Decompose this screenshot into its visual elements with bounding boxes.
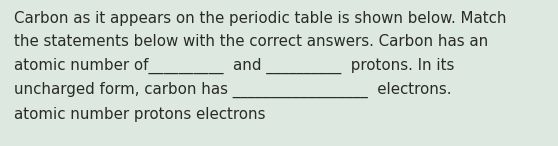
Text: atomic number of__________  and __________  protons. In its: atomic number of__________ and _________… [14,58,454,74]
Text: uncharged form, carbon has __________________  electrons.: uncharged form, carbon has _____________… [14,82,451,98]
Text: Carbon as it appears on the periodic table is shown below. Match: Carbon as it appears on the periodic tab… [14,11,507,26]
Text: atomic number protons electrons: atomic number protons electrons [14,106,266,121]
Text: the statements below with the correct answers. Carbon has an: the statements below with the correct an… [14,34,488,49]
